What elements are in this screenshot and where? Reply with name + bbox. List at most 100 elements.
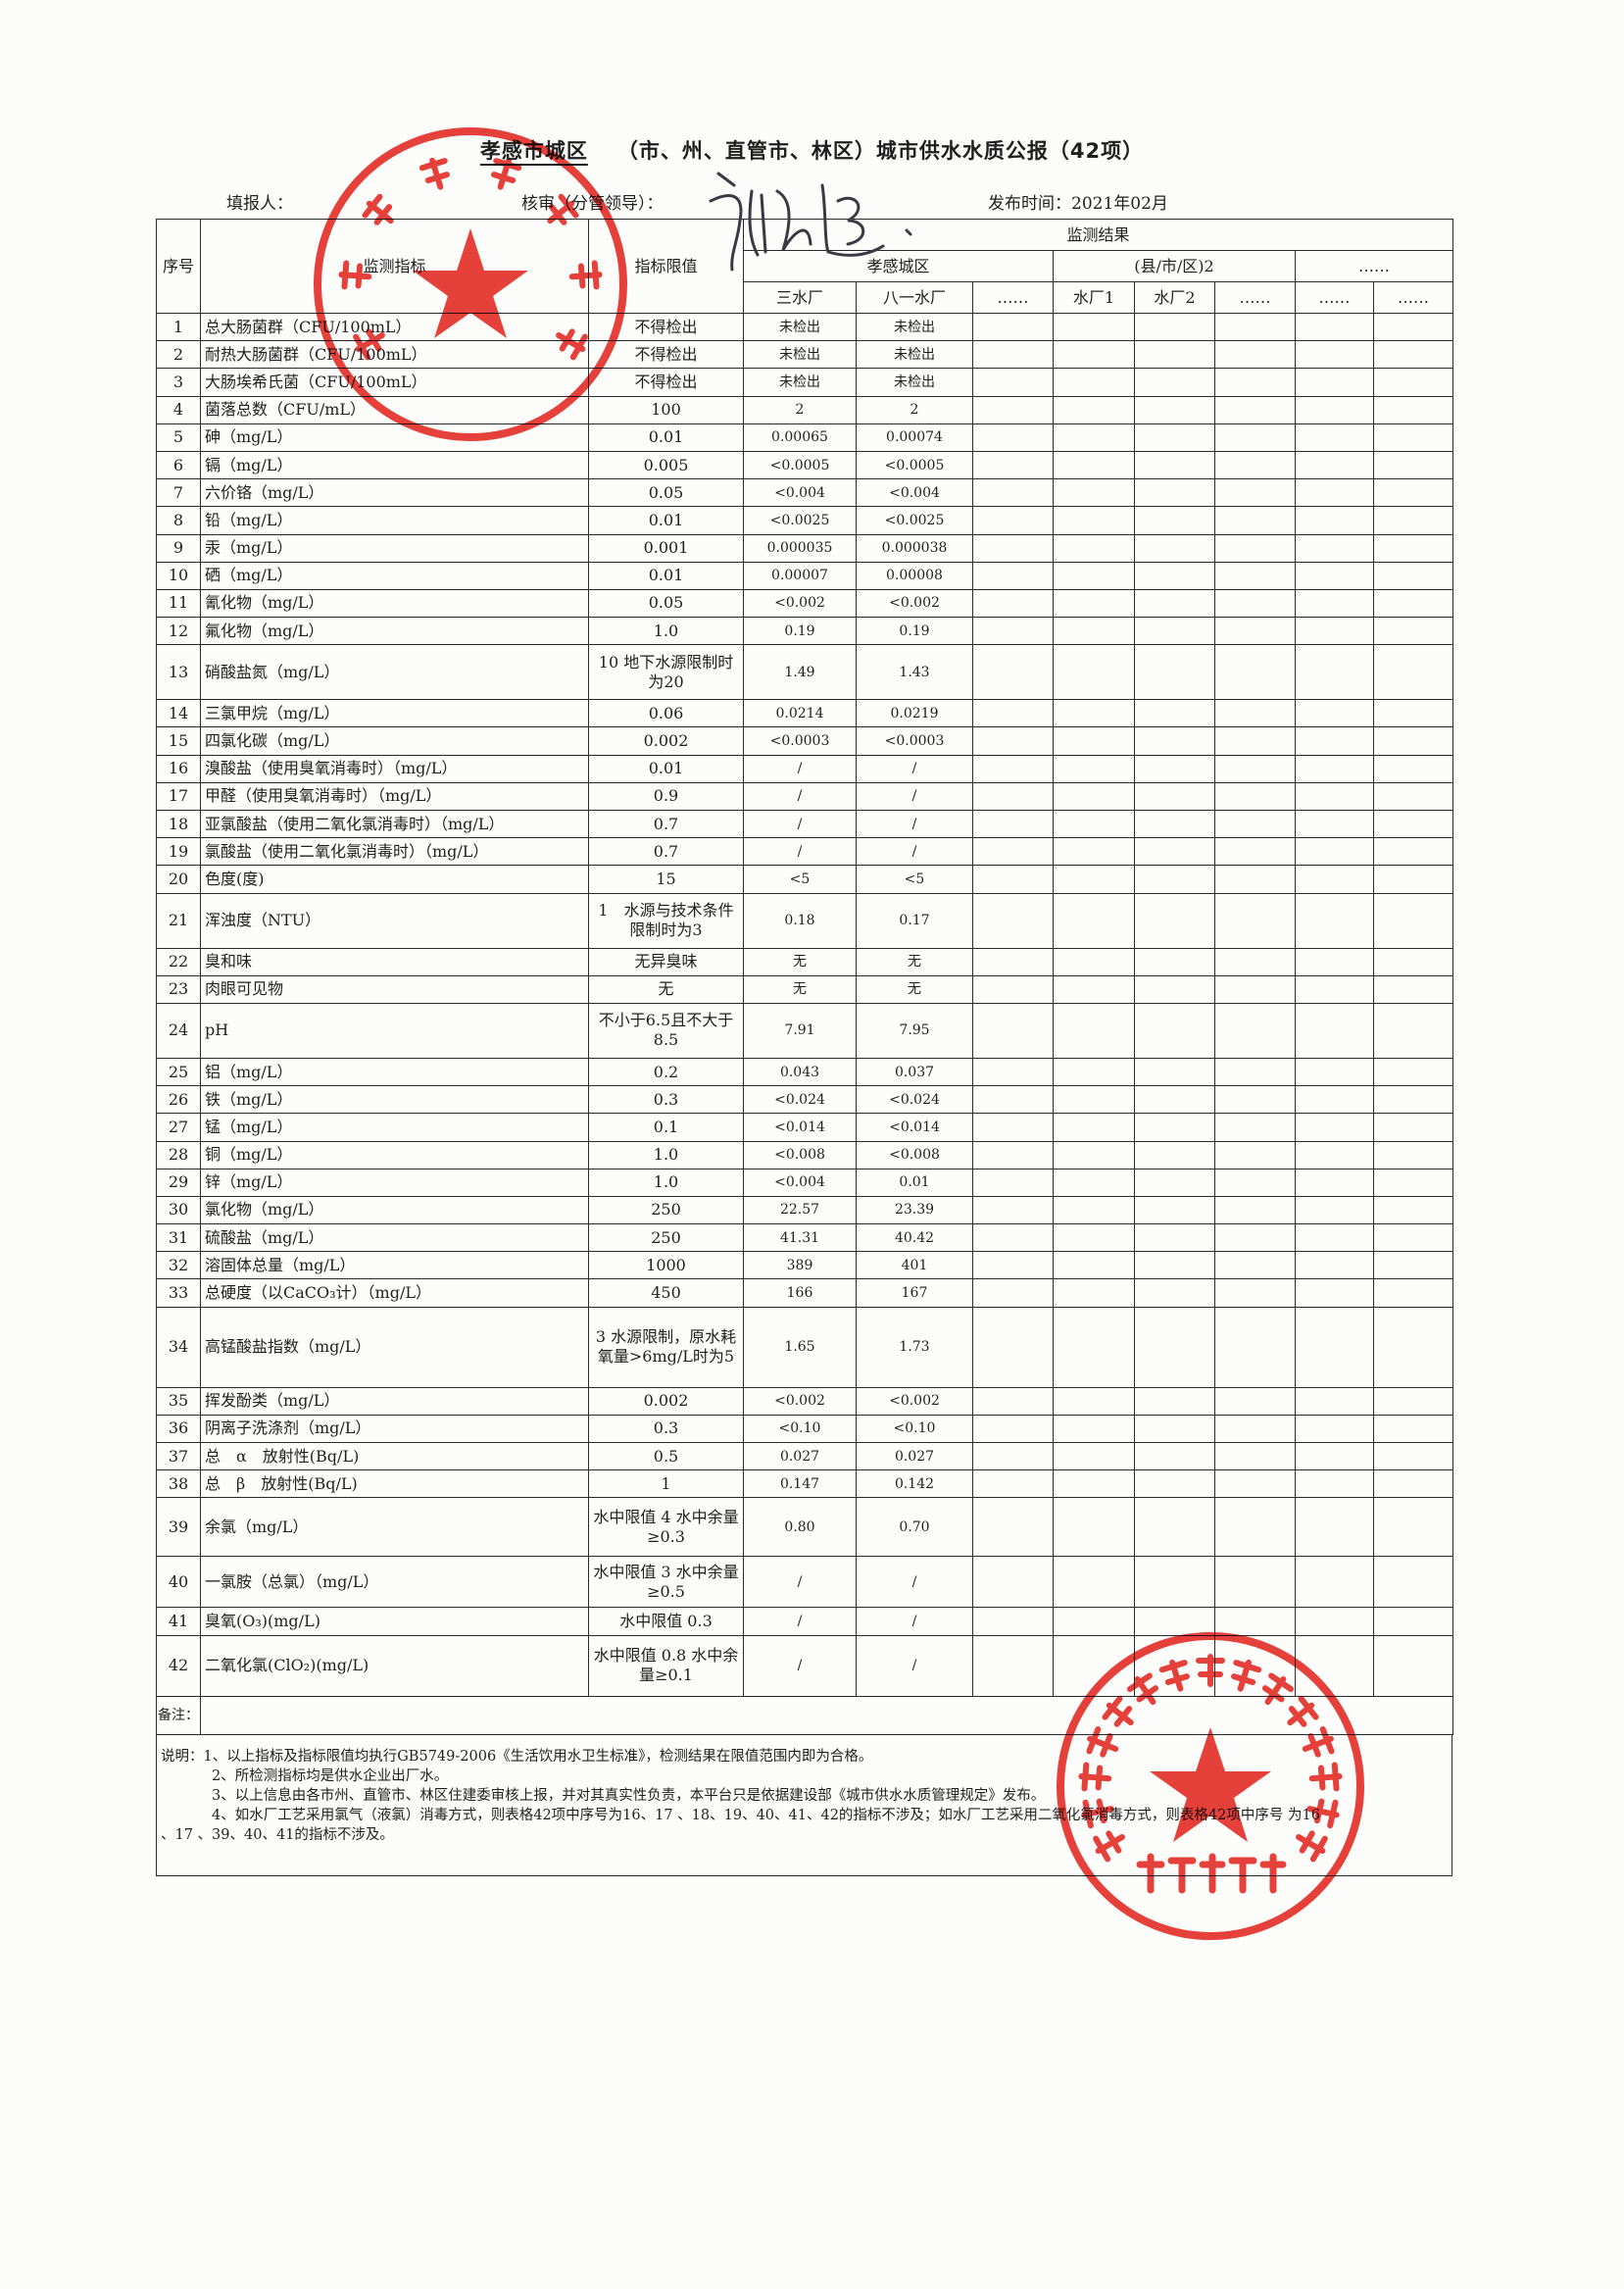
result-empty [1372, 1556, 1454, 1609]
result-empty [1295, 781, 1374, 812]
result-empty [1295, 1113, 1374, 1142]
result-empty [1134, 1386, 1215, 1416]
result-empty [1372, 478, 1454, 508]
result-empty [1295, 1251, 1374, 1280]
reporter-label: 填报人： [226, 194, 293, 214]
result-empty [1295, 1223, 1374, 1253]
table-row: 42 二氧化氯(ClO₂)(mg/L) 水中限值 0.8 水中余量≥0.1// [156, 1634, 1454, 1697]
result-empty [1053, 892, 1135, 949]
result-empty [1134, 395, 1215, 424]
result-bayishuichang: 0.037 [856, 1057, 973, 1087]
limit-value: 0.01 [588, 754, 744, 783]
result-empty [1372, 726, 1454, 756]
result-empty [1134, 423, 1215, 452]
limit-value: 0.1 [588, 1113, 744, 1142]
result-empty [972, 368, 1054, 397]
indicator-name: 铁（mg/L） [200, 1085, 589, 1115]
result-empty [1295, 1556, 1374, 1609]
plant-header: 三水厂 [743, 281, 857, 314]
result-empty [972, 312, 1054, 342]
result-empty [972, 699, 1054, 728]
result-empty [972, 644, 1054, 701]
limit-value: 0.7 [588, 809, 744, 839]
result-empty [1053, 1140, 1135, 1169]
limit-value: 1.0 [588, 617, 744, 646]
result-empty [972, 1306, 1054, 1388]
result-empty [1134, 1634, 1215, 1697]
table-row: 24 pH 不小于6.5且不大于8.5 7.91 7.95 [156, 1002, 1454, 1059]
limit-value: 无 [588, 974, 744, 1004]
result-empty [972, 1278, 1054, 1308]
result-empty [1134, 1414, 1215, 1444]
row-number: 33 [156, 1278, 201, 1308]
table-row: 31 硫酸盐（mg/L） 250 41.31 40.42 [156, 1223, 1454, 1253]
result-bayishuichang: / [856, 837, 973, 867]
row-number: 40 [156, 1556, 201, 1609]
result-empty [1372, 1469, 1454, 1499]
result-empty [1295, 865, 1374, 894]
result-sanshuichang: <0.002 [743, 588, 857, 619]
result-empty [1134, 588, 1215, 619]
indicator-name: 锌（mg/L） [200, 1168, 589, 1197]
result-empty [1214, 699, 1296, 728]
indicator-name: 溴酸盐（使用臭氧消毒时）（mg/L） [200, 754, 589, 783]
result-empty [1214, 1441, 1296, 1471]
result-empty [972, 478, 1054, 508]
row-number: 25 [156, 1057, 201, 1087]
result-empty [1053, 1085, 1135, 1115]
result-empty [1134, 1223, 1215, 1253]
result-empty [1134, 1195, 1215, 1225]
result-bayishuichang: 0.00074 [856, 423, 973, 452]
table-row: 39 余氯（mg/L） 水中限值 4 水中余量≥0.3 0.80 0.70 [156, 1497, 1454, 1558]
result-sanshuichang: 未检出 [743, 312, 857, 342]
table-row: 35 挥发酚类（mg/L） 0.002 <0.002 <0.002 [156, 1386, 1454, 1416]
indicator-name: 硒（mg/L） [200, 561, 589, 590]
result-empty [1214, 588, 1296, 619]
result-sanshuichang: 0.027 [743, 1441, 857, 1471]
result-empty [1053, 1223, 1135, 1253]
table-row: 28 铜（mg/L） 1.0 <0.008 <0.008 [156, 1140, 1454, 1169]
result-empty [972, 340, 1054, 370]
group-more: …… [1294, 250, 1454, 282]
result-bayishuichang: 401 [856, 1251, 973, 1280]
result-empty [1053, 1057, 1135, 1087]
result-empty [1372, 1441, 1454, 1471]
result-bayishuichang: <0.0005 [856, 450, 973, 480]
result-empty [1134, 617, 1215, 646]
remark-label: 备注： [156, 1695, 201, 1735]
indicator-name: 总 β 放射性(Bq/L) [200, 1469, 589, 1499]
result-empty [1295, 644, 1374, 701]
result-bayishuichang: 未检出 [856, 368, 973, 397]
limit-value: 1 水源与技术条件限制时为3 [588, 892, 744, 949]
table-row: 18 亚氯酸盐（使用二氧化氯消毒时）（mg/L） 0.7// [156, 809, 1454, 839]
result-empty [1053, 1195, 1135, 1225]
result-empty [1372, 1414, 1454, 1444]
result-empty [1295, 561, 1374, 590]
result-empty [1053, 947, 1135, 976]
result-bayishuichang: / [856, 754, 973, 783]
result-bayishuichang: <0.004 [856, 478, 973, 508]
result-empty [972, 1441, 1054, 1471]
note-1: 说明：1、以上指标及指标限值均执行GB5749-2006《生活饮用水卫生标准》，… [161, 1748, 873, 1765]
result-empty [1214, 809, 1296, 839]
indicator-name: pH [200, 1002, 589, 1059]
result-empty [1295, 1278, 1374, 1308]
result-empty [1214, 478, 1296, 508]
result-empty [1295, 478, 1374, 508]
result-empty [972, 781, 1054, 812]
result-empty [1214, 617, 1296, 646]
result-empty [1372, 1497, 1454, 1558]
result-sanshuichang: / [743, 837, 857, 867]
result-bayishuichang: <5 [856, 865, 973, 894]
result-empty [1053, 506, 1135, 535]
table-row: 6 镉（mg/L） 0.005 <0.0005 <0.0005 [156, 450, 1454, 480]
result-empty [1134, 947, 1215, 976]
table-row: 37 总 α 放射性(Bq/L) 0.5 0.027 0.027 [156, 1441, 1454, 1471]
indicator-name: 甲醛（使用臭氧消毒时）（mg/L） [200, 781, 589, 812]
result-bayishuichang: 0.0219 [856, 699, 973, 728]
indicator-name: 余氯（mg/L） [200, 1497, 589, 1558]
result-empty [1214, 726, 1296, 756]
limit-value: 0.7 [588, 837, 744, 867]
result-empty [972, 1414, 1054, 1444]
result-sanshuichang: 7.91 [743, 1002, 857, 1059]
